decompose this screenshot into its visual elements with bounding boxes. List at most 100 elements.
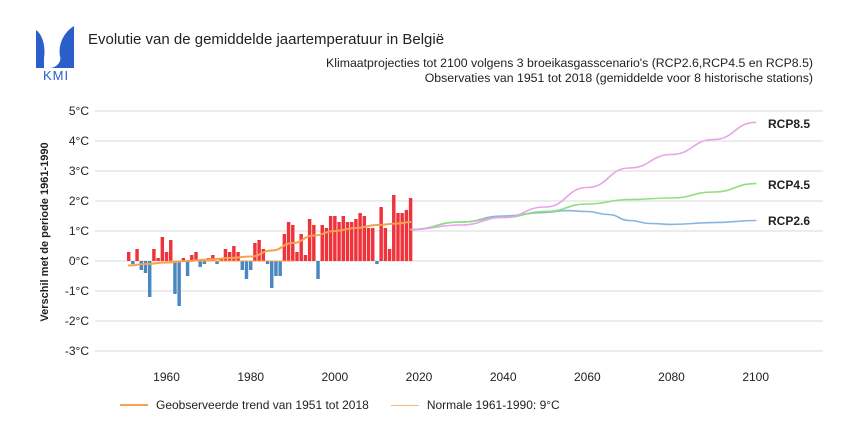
observation-bar [358,213,362,261]
observation-bar [366,228,371,261]
legend-item-trend: Geobserveerde trend van 1951 tot 2018 [120,398,369,412]
observation-bar [362,216,367,261]
observation-bar [400,213,404,261]
observation-bar [135,249,139,261]
observation-bar [257,240,261,261]
rcp45-line [409,182,757,231]
observation-bar [219,258,223,261]
observation-bar [156,258,160,261]
observation-bar [198,261,202,267]
observation-bar [349,222,354,261]
grid-lines [95,110,823,352]
observation-bar [371,228,375,261]
label-rcp45: RCP4.5 [768,178,810,192]
y-tick-label: 2°C [69,194,89,208]
x-tick-label: 2040 [490,370,517,384]
x-axis-ticks: 1960 1980 2000 2020 2040 2060 2080 2100 [153,370,769,384]
observation-bar [387,249,392,261]
label-rcp85: RCP8.5 [768,117,810,131]
chart-title: Evolutie van de gemiddelde jaartemperatu… [88,31,445,48]
observation-bar [131,261,135,264]
observation-bar [320,225,324,261]
y-axis-label: Verschil met de periode 1961-1990 [39,142,51,321]
observation-bar [316,261,320,279]
observation-bar [177,261,181,306]
observation-bar [181,258,186,261]
y-tick-label: 4°C [69,134,89,148]
y-tick-label: 3°C [69,164,89,178]
observation-bar [160,237,165,261]
observation-bar [270,261,274,288]
y-tick-label: -3°C [65,344,89,358]
y-tick-label: -2°C [65,314,89,328]
y-axis-ticks: 5°C 4°C 3°C 2°C 1°C 0°C -1°C -2°C -3°C [65,104,89,358]
observation-bar [324,228,329,261]
observation-bar [286,222,291,261]
observation-bar [404,210,409,261]
x-tick-label: 2020 [406,370,433,384]
observation-bar [164,252,169,261]
observation-bar [244,261,249,279]
label-rcp26: RCP2.6 [768,214,810,228]
chart-subtitle-projections: Klimaatprojecties tot 2100 volgens 3 bro… [326,56,813,70]
observation-bar [194,252,198,261]
observation-bar [139,261,144,270]
y-tick-label: 1°C [69,224,89,238]
rcp26-line [409,209,757,231]
rcp85-line [409,121,757,231]
x-tick-label: 2100 [742,370,769,384]
observation-bar [303,255,308,261]
legend-swatch-trend [120,404,148,406]
observation-bar [396,213,400,261]
observation-bar [379,207,383,261]
observation-bar [232,246,236,261]
observation-bar [126,252,131,261]
observation-bar [383,228,388,261]
observation-bar [333,216,337,261]
observation-bar [223,249,228,261]
observation-bar [152,249,156,261]
observation-bar [227,252,232,261]
x-tick-label: 1980 [237,370,264,384]
y-tick-label: 5°C [69,104,89,118]
observation-bar [282,234,287,261]
series-lines [127,121,757,267]
observation-bar [173,261,177,294]
y-tick-label: -1°C [65,284,89,298]
observation-bar [169,240,173,261]
observation-bar [185,261,190,276]
observation-bar [345,222,350,261]
observation-bar [354,219,358,261]
x-tick-label: 2080 [658,370,685,384]
observation-bar [265,261,270,264]
trend-line [127,221,412,267]
observation-bar [143,261,148,273]
logo-text: KMI [43,68,69,82]
observation-bar [328,216,333,261]
legend-label-normal: Normale 1961-1990: 9°C [426,398,560,412]
legend-swatch-normal [390,404,419,406]
observation-bar [312,225,316,261]
observation-bar [211,255,215,261]
x-tick-label: 1960 [153,370,180,384]
chart-subtitle-observations: Observaties van 1951 tot 2018 (gemiddeld… [424,71,813,85]
logo-mark-right [50,26,74,68]
observation-bar [190,255,194,261]
observation-bar [337,222,341,261]
observation-bar [248,261,253,270]
observation-bar [295,252,299,261]
observation-bar [236,252,240,261]
x-tick-label: 2060 [574,370,601,384]
x-tick-label: 2000 [322,370,349,384]
observation-bar [274,261,278,276]
observation-bar [341,216,346,261]
observation-bar [299,234,303,261]
legend-label-trend: Geobserveerde trend van 1951 tot 2018 [156,398,369,412]
observation-bar [253,243,257,261]
observation-bar [240,261,245,270]
observation-bar [202,261,207,264]
legend-item-normal: Normale 1961-1990: 9°C [390,398,560,412]
observation-bar [392,195,396,261]
kmi-logo: KMI [36,26,74,82]
